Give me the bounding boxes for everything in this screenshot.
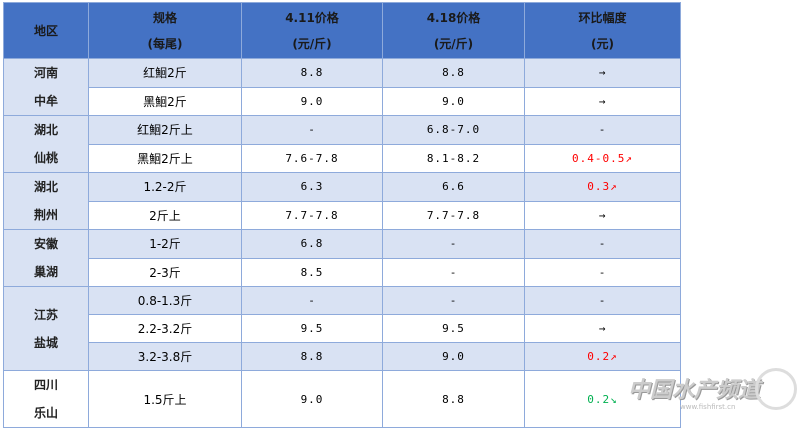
price-411-cell: 7.6-7.8 <box>241 143 383 173</box>
price-411-cell: 9.0 <box>241 370 383 428</box>
spec-cell: 黑鮰2斤上 <box>88 143 242 173</box>
change-cell: 0.4-0.5↗ <box>524 143 681 173</box>
watermark-url: www.fishfirst.cn <box>680 403 736 411</box>
change-cell: 0.2↗ <box>524 342 681 371</box>
region-cell: 江苏 盐城 <box>3 286 89 371</box>
price-411-cell: - <box>241 286 383 315</box>
price-418-cell: - <box>382 257 525 287</box>
table-row: 河南 中牟 红鮰2斤 8.8 8.8 → <box>3 58 681 116</box>
spec-cell: 2-3斤 <box>88 257 242 287</box>
price-411-cell: 7.7-7.8 <box>241 200 383 230</box>
price-418-cell: 8.8 <box>382 58 525 88</box>
table-row: 江苏 盐城 0.8-1.3斤 - - - <box>3 286 681 371</box>
table-row: 黑鮰2斤上 7.6-7.8 8.1-8.2 0.4-0.5↗ <box>4 143 681 173</box>
table-row: 2-3斤 8.5- - <box>4 257 681 287</box>
price-418-cell: 8.8 <box>382 370 525 428</box>
region-cell: 湖北 仙桃 <box>3 115 89 173</box>
spec-cell: 0.8-1.3斤 <box>88 286 242 315</box>
change-cell: 0.2↘ <box>524 370 681 428</box>
table-row: 3.2-3.8斤 8.8 9.0 0.2↗ <box>4 342 681 371</box>
change-cell: - <box>524 229 681 259</box>
spec-cell: 1.2-2斤 <box>88 172 242 202</box>
header-spec: 规格 (每尾) <box>88 2 242 59</box>
spec-cell: 2.2-3.2斤 <box>88 314 242 343</box>
globe-logo-icon <box>755 368 797 410</box>
price-table: 地区 规格 (每尾) 4.11价格 (元/斤) 4.18价格 (元/斤) 环比幅度 (元… <box>3 2 681 428</box>
price-418-cell: - <box>382 286 525 315</box>
price-418-cell: 6.8-7.0 <box>382 115 525 145</box>
header-price-411: 4.11价格 (元/斤) <box>241 2 383 59</box>
spec-cell: 黑鮰2斤 <box>88 86 242 116</box>
table-row: 四川 乐山 1.5斤上 9.0 8.8 0.2↘ <box>3 370 681 428</box>
price-418-cell: 7.7-7.8 <box>382 200 525 230</box>
table-row: 黑鮰2斤 9.0 9.0 → <box>4 86 681 116</box>
change-cell: → <box>524 314 681 343</box>
table-row: 湖北 荆州 1.2-2斤 6.3 6.6 0.3↗ <box>3 172 681 230</box>
table-row: 湖北 仙桃 红鮰2斤上 -6.8-7.0- <box>3 115 681 173</box>
spec-cell: 2斤上 <box>88 200 242 230</box>
spec-cell: 1.5斤上 <box>88 370 242 428</box>
price-418-cell: 9.0 <box>382 86 525 116</box>
table-row: 2斤上 7.7-7.8 7.7-7.8 → <box>4 200 681 230</box>
price-418-cell: 9.0 <box>382 342 525 371</box>
table-row: 2.2-3.2斤 9.5 9.5 → <box>4 314 681 343</box>
price-411-cell: - <box>241 115 383 145</box>
table-row: 安徽 巢湖 1-2斤 6.8- - <box>3 229 681 287</box>
region-cell: 四川 乐山 <box>3 370 89 428</box>
watermark-logo: 中国水产频道 <box>628 378 761 403</box>
price-411-cell: 8.8 <box>241 342 383 371</box>
change-cell: → <box>524 200 681 230</box>
price-411-cell: 9.5 <box>241 314 383 343</box>
change-cell: - <box>524 286 681 315</box>
price-411-cell: 6.8 <box>241 229 383 259</box>
price-418-cell: 8.1-8.2 <box>382 143 525 173</box>
region-cell: 河南 中牟 <box>3 58 89 116</box>
change-cell: → <box>524 86 681 116</box>
region-cell: 湖北 荆州 <box>3 172 89 230</box>
price-411-cell: 8.8 <box>241 58 383 88</box>
header-region: 地区 <box>3 2 89 59</box>
price-418-cell: - <box>382 229 525 259</box>
change-cell: - <box>524 115 681 145</box>
change-cell: - <box>524 257 681 287</box>
price-418-cell: 9.5 <box>382 314 525 343</box>
price-418-cell: 6.6 <box>382 172 525 202</box>
region-cell: 安徽 巢湖 <box>3 229 89 287</box>
header-price-418: 4.18价格 (元/斤) <box>382 2 525 59</box>
spec-cell: 3.2-3.8斤 <box>88 342 242 371</box>
header-change: 环比幅度 (元) <box>524 2 681 59</box>
spec-cell: 1-2斤 <box>88 229 242 259</box>
price-411-cell: 6.3 <box>241 172 383 202</box>
change-cell: 0.3↗ <box>524 172 681 202</box>
spec-cell: 红鮰2斤 <box>88 58 242 88</box>
price-411-cell: 8.5 <box>241 257 383 287</box>
spec-cell: 红鮰2斤上 <box>88 115 242 145</box>
price-411-cell: 9.0 <box>241 86 383 116</box>
header-row: 地区 规格 (每尾) 4.11价格 (元/斤) 4.18价格 (元/斤) 环比幅度 (元… <box>3 2 681 59</box>
change-cell: → <box>524 58 681 88</box>
